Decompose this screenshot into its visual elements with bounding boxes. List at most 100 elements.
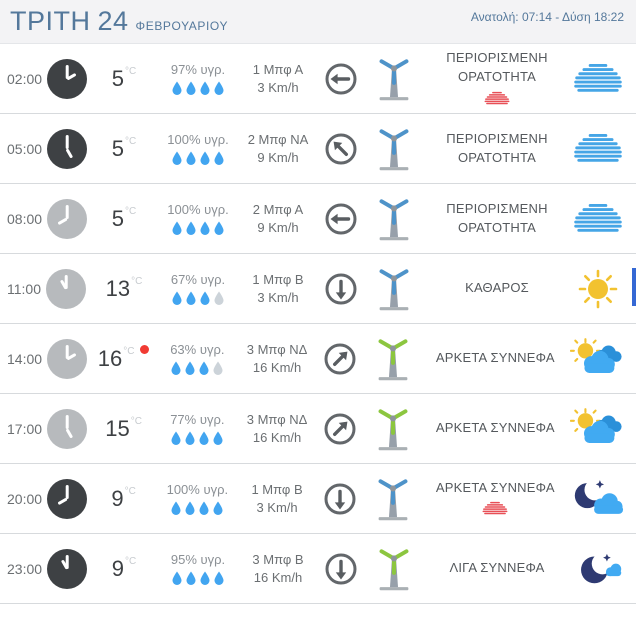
humidity-drop-icon bbox=[213, 431, 223, 445]
humidity-drop-icon bbox=[186, 571, 196, 585]
wind-cell: 3 Μπφ ΝΔ 16 Km/h bbox=[239, 342, 315, 375]
condition-label: ΑΡΚΕΤΑ ΣΥΝΝΕΦΑ bbox=[435, 420, 555, 436]
humidity-drop-icon bbox=[186, 151, 196, 165]
wind-beaufort-label: 2 Μπφ ΝΑ bbox=[247, 132, 309, 147]
humidity-label: 100% υγρ. bbox=[167, 131, 229, 147]
wind-direction-cell bbox=[315, 411, 365, 447]
temperature-cell: 13 °C bbox=[92, 276, 156, 302]
wind-turbine-icon bbox=[379, 268, 409, 310]
time-cell: 05:00 bbox=[0, 128, 92, 169]
humidity-drop-icon bbox=[172, 291, 182, 305]
humidity-drop-icon bbox=[200, 291, 210, 305]
humidity-label: 67% υγρ. bbox=[170, 271, 226, 287]
humidity-cell: 97% υγρ. bbox=[156, 62, 240, 96]
wind-direction-arrow-icon bbox=[325, 203, 357, 234]
wind-cell: 2 Μπφ Α 9 Km/h bbox=[240, 202, 316, 235]
wind-direction-arrow-icon bbox=[325, 63, 357, 94]
clock-icon bbox=[46, 268, 86, 309]
humidity-cell: 100% υγρ. bbox=[156, 132, 240, 166]
humidity-drop-icon bbox=[200, 221, 210, 235]
sunrise-sunset-label: Ανατολή: 07:14 - Δύση 18:22 bbox=[470, 10, 624, 24]
humidity-drop-icon bbox=[171, 361, 181, 375]
humidity-cell: 100% υγρ. bbox=[156, 202, 240, 236]
wind-turbine-icon bbox=[379, 128, 409, 170]
clock-minute-hand bbox=[65, 414, 69, 429]
wind-turbine-cell bbox=[366, 197, 422, 241]
wind-direction-arrow-icon bbox=[324, 413, 356, 444]
time-cell: 14:00 bbox=[0, 338, 92, 379]
temperature-cell: 15 °C bbox=[92, 416, 156, 442]
humidity-label: 97% υγρ. bbox=[170, 61, 226, 77]
clock-minute-hand bbox=[65, 554, 69, 569]
temperature-unit: °C bbox=[125, 66, 137, 77]
humidity-drop-icon bbox=[171, 501, 181, 515]
day-title: ΤΡΙΤΗ 24 ΦΕΒΡΟΥΑΡΙΟΥ bbox=[10, 6, 228, 37]
sun-clouds-icon bbox=[570, 338, 622, 373]
wind-turbine-icon bbox=[379, 198, 409, 240]
clock-icon bbox=[47, 58, 88, 99]
forecast-table: 02:00 5 °C 97% υγρ. 1 Μπφ Α 3 Km/h bbox=[0, 44, 636, 604]
temperature-cell: 9 °C bbox=[92, 556, 156, 582]
time-cell: 08:00 bbox=[0, 198, 92, 239]
condition-label: ΠΕΡΙΟΡΙΣΜΕΝΗ ΟΡΑΤΟΤΗΤΑ bbox=[446, 130, 548, 165]
day-name: ΤΡΙΤΗ bbox=[10, 6, 91, 36]
temperature-unit: °C bbox=[124, 486, 136, 497]
wind-direction-arrow-icon bbox=[324, 343, 356, 374]
humidity-cell: 100% υγρ. bbox=[155, 482, 239, 516]
wind-beaufort-label: 1 Μπφ Α bbox=[252, 62, 304, 77]
wind-turbine-icon bbox=[378, 478, 408, 520]
temperature-unit: °C bbox=[130, 416, 142, 427]
humidity-drop-icon bbox=[172, 221, 182, 235]
humidity-label: 95% υγρ. bbox=[170, 551, 226, 567]
temperature-value: 5 bbox=[111, 65, 124, 91]
scrollbar-thumb[interactable] bbox=[632, 268, 636, 306]
wind-direction-cell bbox=[315, 341, 365, 377]
wind-direction-cell bbox=[316, 201, 366, 237]
temperature-cell: 5 °C bbox=[92, 206, 156, 232]
humidity-drops bbox=[170, 431, 224, 446]
wind-turbine-icon bbox=[378, 408, 408, 450]
wind-turbine-cell bbox=[365, 477, 421, 521]
wind-speed-label: 3 Km/h bbox=[257, 80, 299, 95]
clock-icon bbox=[47, 408, 88, 449]
humidity-drop-icon bbox=[199, 361, 209, 375]
forecast-row: 23:00 9 °C 95% υγρ. 3 Μπφ Β 16 Km/h bbox=[0, 534, 636, 604]
wind-turbine-icon bbox=[379, 548, 409, 590]
condition-label: ΠΕΡΙΟΡΙΣΜΕΝΗ ΟΡΑΤΟΤΗΤΑ bbox=[446, 200, 548, 235]
wind-turbine-cell bbox=[366, 127, 422, 171]
wind-turbine-cell bbox=[365, 337, 421, 381]
humidity-drops bbox=[170, 361, 224, 376]
condition-label: ΠΕΡΙΟΡΙΣΜΕΝΗ ΟΡΑΤΟΤΗΤΑ bbox=[446, 50, 548, 84]
wind-direction-cell bbox=[316, 61, 366, 97]
wind-cell: 3 Μπφ Β 16 Km/h bbox=[240, 552, 316, 585]
humidity-drop-icon bbox=[199, 431, 209, 445]
wind-beaufort-label: 1 Μπφ Β bbox=[251, 482, 303, 497]
temperature-value: 5 bbox=[111, 135, 124, 161]
wind-direction-cell bbox=[315, 481, 365, 517]
humidity-label: 100% υγρ. bbox=[167, 201, 229, 217]
time-label: 17:00 bbox=[7, 420, 43, 437]
humidity-drop-icon bbox=[199, 501, 209, 515]
wind-cell: 2 Μπφ ΝΑ 9 Km/h bbox=[240, 132, 316, 165]
humidity-drop-icon bbox=[214, 291, 224, 305]
weather-icon-cell bbox=[570, 408, 636, 449]
humidity-drop-icon bbox=[214, 571, 224, 585]
humidity-drop-icon bbox=[200, 571, 210, 585]
clock-hour-hand bbox=[65, 427, 74, 438]
temperature-unit: °C bbox=[123, 346, 135, 357]
humidity-drop-icon bbox=[185, 361, 195, 375]
condition-cell: ΛΙΓΑ ΣΥΝΝΕΦΑ bbox=[422, 559, 572, 578]
wind-speed-label: 3 Km/h bbox=[256, 500, 298, 515]
fog-badge-icon bbox=[484, 91, 510, 105]
humidity-drop-icon bbox=[172, 81, 182, 95]
time-label: 02:00 bbox=[7, 70, 43, 87]
clock-minute-hand bbox=[65, 134, 69, 149]
fog-badge-icon bbox=[482, 502, 508, 515]
temperature-value: 15 bbox=[105, 415, 130, 441]
temperature-value: 13 bbox=[105, 275, 131, 301]
humidity-label: 100% υγρ. bbox=[166, 481, 229, 497]
clock-icon bbox=[47, 128, 88, 169]
humidity-drop-icon bbox=[200, 81, 210, 95]
forecast-row: 14:00 16 °C 63% υγρ. 3 Μπφ ΝΔ 16 Km/h bbox=[0, 324, 636, 394]
humidity-drop-icon bbox=[185, 501, 195, 515]
